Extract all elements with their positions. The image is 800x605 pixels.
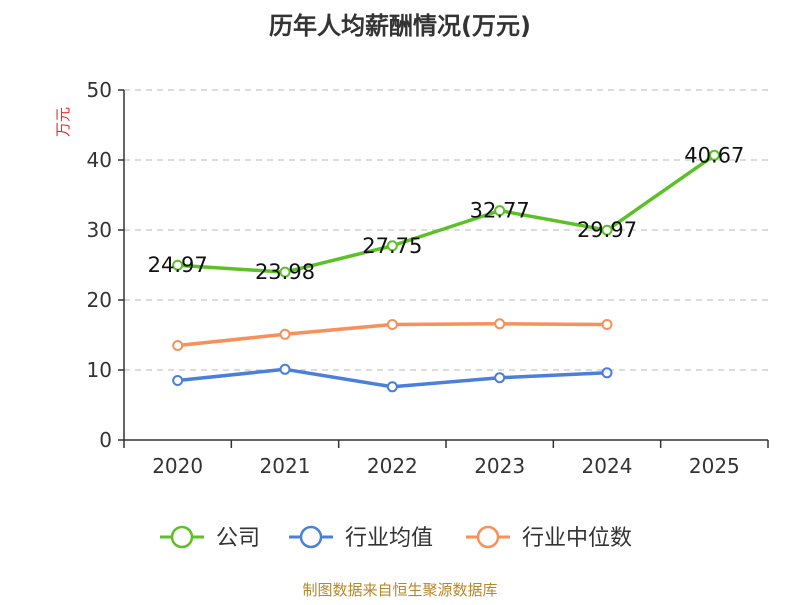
- axes: 0 10 20 30 40 50 2020 2021 2022 2023 2024 2025: [87, 78, 769, 478]
- series-2-point[interactable]: [386, 319, 398, 330]
- x-tick-label: 2022: [367, 454, 418, 478]
- data-label: 27.75: [362, 234, 422, 258]
- y-tick-label: 40: [87, 148, 112, 172]
- source-note: 制图数据来自恒生聚源数据库: [302, 581, 497, 599]
- data-label: 32.77: [470, 199, 530, 223]
- x-tick-label: 2020: [152, 454, 203, 478]
- data-label: 24.97: [148, 253, 208, 277]
- data-labels: 24.97 23.98 27.75 32.77 29.97 40.67: [148, 143, 745, 284]
- series-line-0: [177, 153, 716, 274]
- series-1-point[interactable]: [172, 375, 184, 386]
- legend-item-0[interactable]: 公司: [160, 525, 260, 551]
- y-tick-label: 30: [87, 218, 112, 242]
- series-0-point[interactable]: [494, 205, 506, 217]
- series-0-point[interactable]: [386, 240, 398, 252]
- legend-label: 公司: [216, 526, 260, 551]
- series-1-point[interactable]: [601, 367, 613, 379]
- series-0-point[interactable]: [279, 266, 291, 278]
- data-label: 40.67: [684, 143, 744, 167]
- series-2-point[interactable]: [172, 340, 184, 351]
- x-tick-label: 2025: [689, 454, 740, 478]
- series-0-point[interactable]: [601, 224, 613, 236]
- legend-item-2[interactable]: 行业中位数: [466, 525, 632, 551]
- series-1-point[interactable]: [494, 372, 506, 384]
- y-tick-label: 0: [99, 428, 112, 452]
- legend-label: 行业中位数: [522, 526, 632, 551]
- data-label: 29.97: [577, 218, 637, 242]
- legend-label: 行业均值: [345, 526, 433, 551]
- chart-title: 历年人均薪酬情况(万元): [269, 12, 531, 40]
- legend-item-1[interactable]: 行业均值: [289, 525, 433, 551]
- series-2-point[interactable]: [279, 328, 291, 340]
- series-0-point[interactable]: [708, 149, 720, 161]
- legend[interactable]: 公司 行业均值 行业中位数: [160, 525, 632, 551]
- x-tick-label: 2024: [582, 454, 633, 478]
- data-label: 23.98: [255, 260, 315, 284]
- series: [172, 149, 720, 393]
- legend-marker: [170, 525, 194, 549]
- x-tick-label: 2023: [474, 454, 525, 478]
- series-0-point[interactable]: [172, 259, 184, 271]
- series-1-point[interactable]: [279, 363, 291, 375]
- legend-marker: [476, 525, 500, 549]
- series-1-point[interactable]: [386, 381, 398, 393]
- x-tick-label: 2021: [260, 454, 311, 478]
- y-axis-label: 万元: [54, 107, 72, 137]
- series-2-point[interactable]: [601, 319, 613, 330]
- y-tick-label: 20: [87, 288, 112, 312]
- series-2-point[interactable]: [494, 318, 506, 330]
- y-tick-label: 10: [87, 358, 112, 382]
- legend-marker: [299, 525, 323, 549]
- y-tick-label: 50: [87, 78, 112, 102]
